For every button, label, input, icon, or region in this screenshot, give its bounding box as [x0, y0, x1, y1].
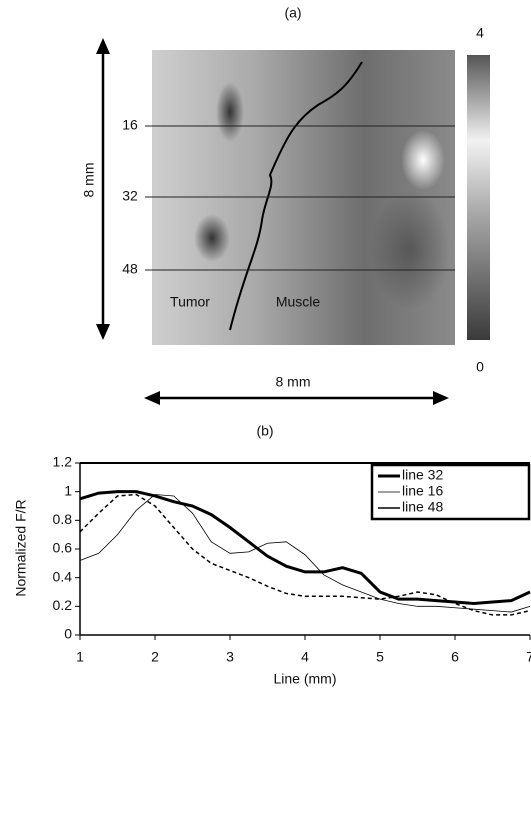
y-tick-label: 0.6 — [53, 540, 73, 556]
colorbar — [467, 55, 490, 340]
region-label: Tumor — [170, 294, 210, 310]
blob — [370, 190, 450, 310]
blob — [194, 214, 230, 262]
x-tick-label: 6 — [451, 649, 459, 665]
x-tick-label: 2 — [151, 649, 159, 665]
x-tick-label: 1 — [76, 649, 84, 665]
x-tick-label: 3 — [226, 649, 234, 665]
legend-label: line 48 — [402, 499, 443, 515]
y-tick-label: 0.2 — [53, 597, 73, 613]
series-line — [79, 494, 531, 613]
y-tick-label: 0.4 — [53, 568, 73, 584]
colorbar-min: 0 — [476, 359, 484, 375]
legend-label: line 16 — [402, 483, 443, 499]
boundary — [229, 61, 363, 331]
x-axis-label: Line (mm) — [273, 671, 336, 687]
chart-title: (b) — [256, 423, 273, 439]
x-tick-label: 5 — [376, 649, 384, 665]
y-tick-label: 0.8 — [53, 511, 73, 527]
x-tick-label: 4 — [301, 649, 309, 665]
panel-a: (a) 16 32 48 Tumor Muscle 4 0 8 mm 8 mm — [81, 5, 490, 405]
y-tick-label: 0 — [64, 626, 72, 642]
y-tick-label: 1 — [64, 482, 72, 498]
series-line — [79, 490, 531, 605]
panel-label: (a) — [284, 5, 301, 21]
size-label: 8 mm — [276, 374, 311, 390]
region-label: Muscle — [276, 294, 321, 310]
x-tick-label: 7 — [526, 649, 531, 665]
legend-label: line 32 — [402, 467, 443, 483]
row-label: 48 — [122, 261, 138, 277]
row-label: 16 — [122, 117, 138, 133]
row-label: 32 — [122, 188, 138, 204]
series-line — [79, 493, 531, 616]
y-axis-label: Normalized F/R — [13, 499, 29, 596]
blob — [216, 82, 244, 142]
size-label: 8 mm — [81, 163, 97, 198]
y-tick-label: 1.2 — [53, 454, 73, 470]
blob — [401, 130, 445, 190]
colorbar-max: 4 — [476, 25, 484, 41]
